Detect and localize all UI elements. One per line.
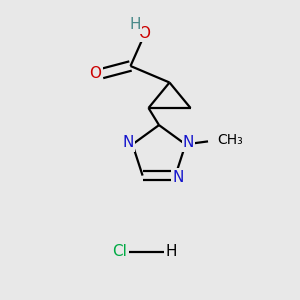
Text: N: N	[173, 169, 184, 184]
Text: CH₃: CH₃	[217, 133, 243, 147]
Text: H: H	[129, 17, 141, 32]
Text: O: O	[138, 26, 150, 41]
Text: O: O	[89, 66, 101, 81]
Text: N: N	[183, 135, 194, 150]
Text: N: N	[123, 135, 134, 150]
Text: Cl: Cl	[112, 244, 128, 260]
Text: H: H	[165, 244, 177, 260]
